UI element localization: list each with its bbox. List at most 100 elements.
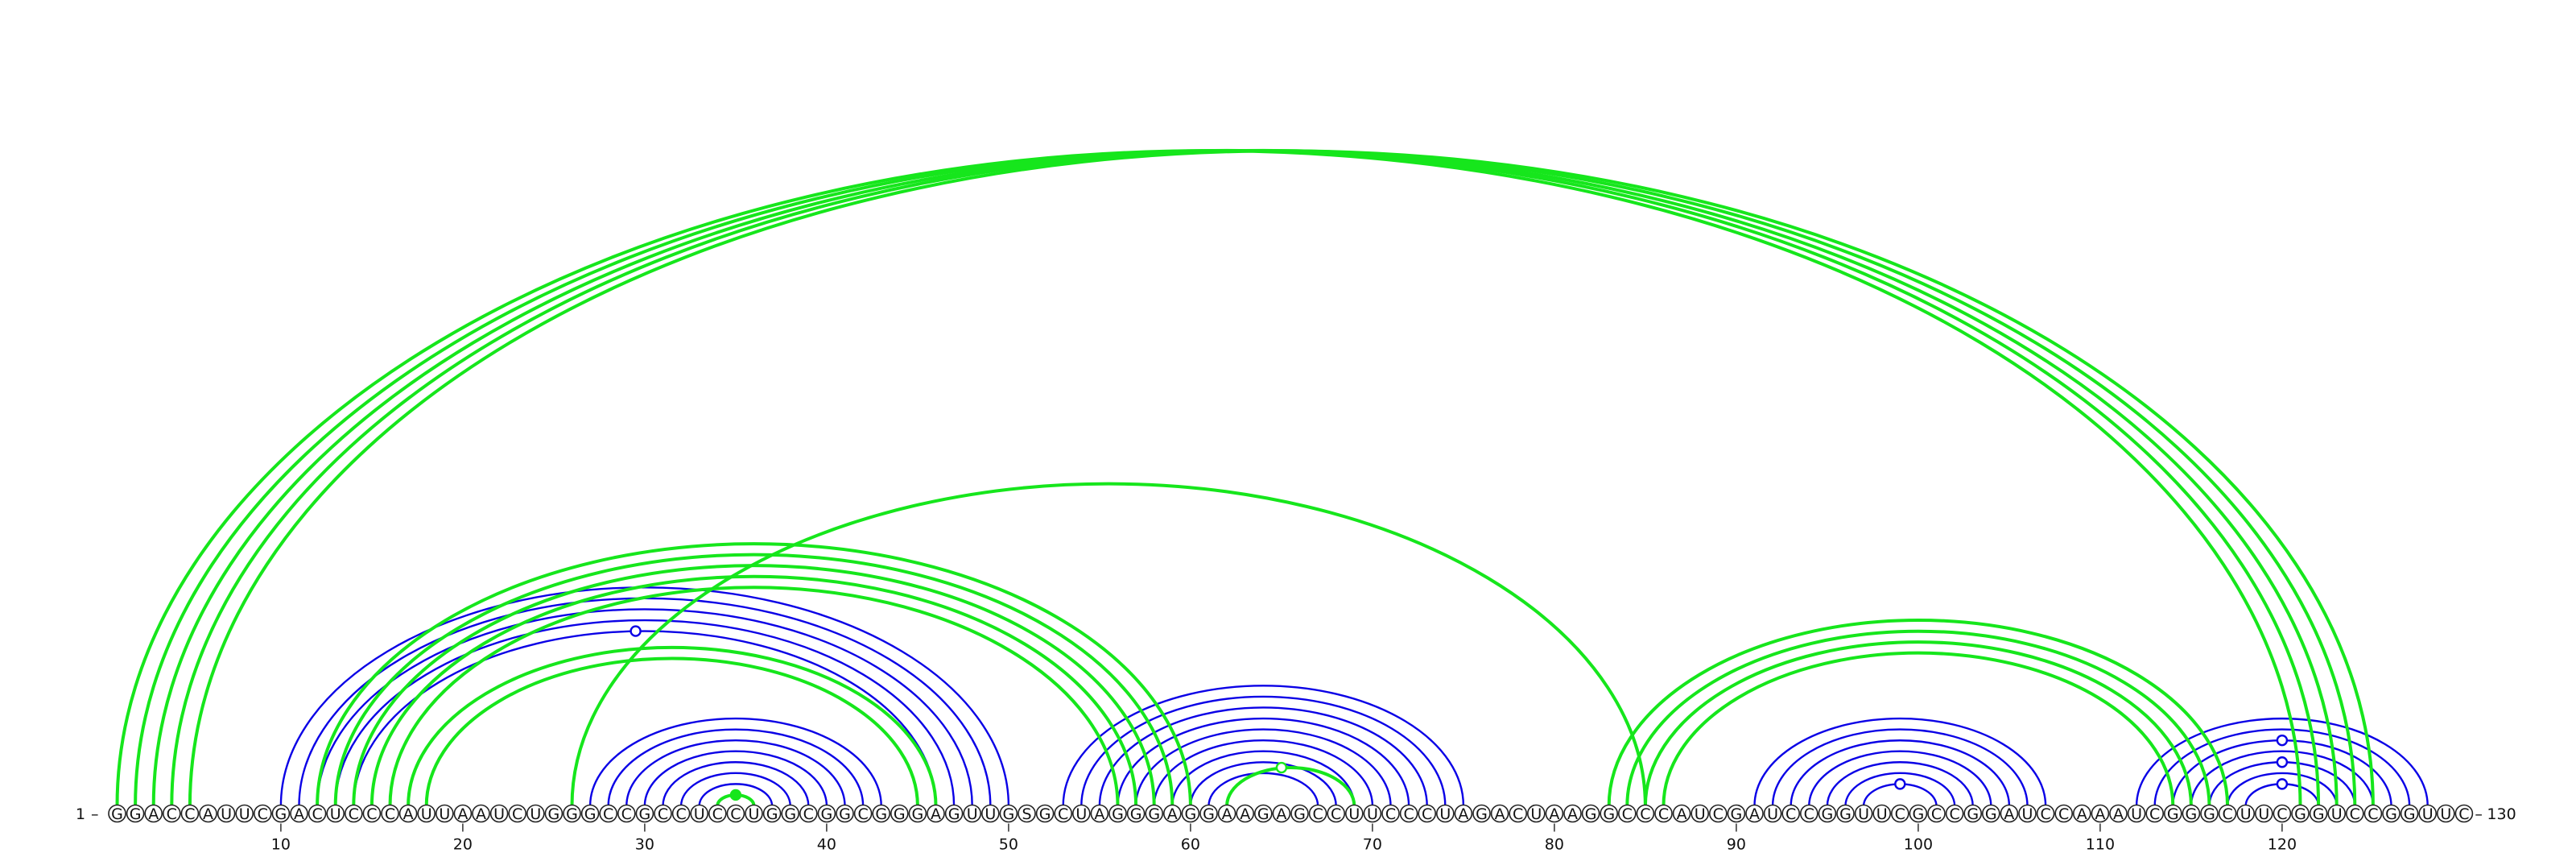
nucleotide-letter: C (730, 805, 741, 823)
nucleotide-circle (398, 804, 418, 823)
nucleotide-circle (1418, 804, 1436, 823)
tick-label: 50 (999, 836, 1018, 854)
nucleotide-circle (927, 804, 945, 823)
nucleotide-circle (144, 804, 163, 823)
nucleotide-circle (1581, 804, 1600, 823)
blue-arc (2135, 717, 2429, 806)
nucleotide-circle (1763, 804, 1782, 823)
green-arc (369, 574, 1138, 806)
nucleotide-letter: G (894, 805, 906, 823)
nucleotide-letter: C (385, 805, 395, 823)
nucleotide-circle (2236, 804, 2255, 823)
end-dash: – (2475, 805, 2483, 823)
blue-arc (1080, 695, 1447, 806)
nucleotide-circle (381, 804, 399, 823)
blue-arc (1771, 728, 2029, 806)
blue-arc (625, 739, 846, 806)
nucleotide-circle (489, 804, 509, 823)
blue-arc (1753, 717, 2047, 806)
nucleotide-letter: G (2294, 805, 2306, 823)
arc-marker (1275, 761, 1288, 774)
nucleotide-circle (1054, 804, 1072, 823)
nucleotide-letter: G (1985, 805, 1997, 823)
blue-arc (316, 608, 973, 806)
green-arc (333, 553, 1174, 806)
arc-marker (2276, 734, 2289, 747)
blue-arc (1171, 750, 1356, 806)
nucleotide-circle (2291, 804, 2310, 823)
nucleotide-letter: C (512, 805, 522, 823)
nucleotide-circle (1982, 804, 2000, 823)
nucleotide-circle (781, 804, 800, 823)
nucleotide-circle (1035, 804, 1055, 823)
nucleotide-letter: C (2458, 805, 2469, 823)
arc-marker (729, 789, 742, 801)
nucleotide-letter: C (1331, 805, 1341, 823)
baseline: 1 – – 130 (76, 805, 2516, 823)
nucleotide-circle (1181, 804, 1200, 823)
nucleotide-circle (1126, 804, 1146, 823)
nucleotide-circle (963, 804, 981, 823)
nucleotide-letter: A (2095, 805, 2105, 823)
nucleotide-letter: U (530, 805, 541, 823)
nucleotide-circle (1563, 804, 1582, 823)
nucleotide-letter: C (1949, 805, 1959, 823)
blue-arc (607, 728, 865, 806)
nucleotide-letter: A (403, 805, 414, 823)
nucleotide-letter: A (1749, 805, 1760, 823)
nucleotide-circle (271, 804, 291, 823)
nucleotide-letter: G (1112, 805, 1124, 823)
nucleotide-letter: G (766, 805, 778, 823)
nucleotide-circle (1618, 804, 1637, 823)
nucleotide-letter: G (2313, 805, 2325, 823)
nucleotide-letter: C (675, 805, 686, 823)
nucleotide-circle (2309, 804, 2328, 823)
nucleotide-letter: G (584, 805, 597, 823)
nucleotide-circle (235, 804, 254, 823)
nucleotide-circle (1108, 804, 1127, 823)
green-arc (316, 542, 1192, 806)
nucleotide-circle (1509, 804, 1527, 823)
nucleotide-letter: G (2186, 805, 2198, 823)
nucleotide-circle (872, 804, 890, 823)
nucleotide-circle (544, 804, 564, 823)
nucleotide-circle (435, 804, 454, 823)
nucleotide-letter: U (967, 805, 978, 823)
nucleotide-circle (2437, 804, 2455, 823)
nucleotide-letter: U (2422, 805, 2434, 823)
nucleotide-circle (1018, 804, 1036, 823)
nucleotide-circle (708, 804, 727, 823)
nucleotide-circle (1072, 804, 1091, 823)
nucleotide-letter: U (1439, 805, 1451, 823)
nucleotide-letter: G (2385, 805, 2397, 823)
nucleotide-circle (690, 804, 709, 823)
nucleotide-letter: A (2004, 805, 2014, 823)
nucleotide-circle (563, 804, 581, 823)
nucleotide-circle (1090, 804, 1109, 823)
nucleotide-letter: C (2277, 805, 2287, 823)
blue-arc (1826, 761, 1974, 806)
nucleotide-circle (853, 804, 873, 823)
nucleotide-letter: U (493, 805, 505, 823)
nucleotide-letter: A (931, 805, 941, 823)
nucleotide-letter: G (566, 805, 578, 823)
nucleotide-circle (362, 804, 382, 823)
tick-label: 30 (635, 836, 654, 854)
nucleotide-circle (2127, 804, 2146, 823)
nucleotide-letter: C (1785, 805, 1796, 823)
nucleotide-letter: A (457, 805, 468, 823)
nucleotide-circle (108, 804, 126, 823)
nucleotide-letter: G (784, 805, 796, 823)
nucleotide-letter: C (258, 805, 268, 823)
blue-arc (1790, 739, 2011, 806)
nucleotide-letter: C (1931, 805, 1942, 823)
nucleotide-letter: A (1240, 805, 1250, 823)
nucleotide-letter: A (1094, 805, 1104, 823)
nucleotide-circle (1436, 804, 1455, 823)
nucleotide-letter: G (548, 805, 560, 823)
nucleotide-circle (253, 804, 272, 823)
blue-arc (1189, 761, 1337, 806)
nucleotide-circle (1727, 804, 1746, 823)
nucleotide-circle (890, 804, 909, 823)
nucleotide-letter: C (1312, 805, 1323, 823)
